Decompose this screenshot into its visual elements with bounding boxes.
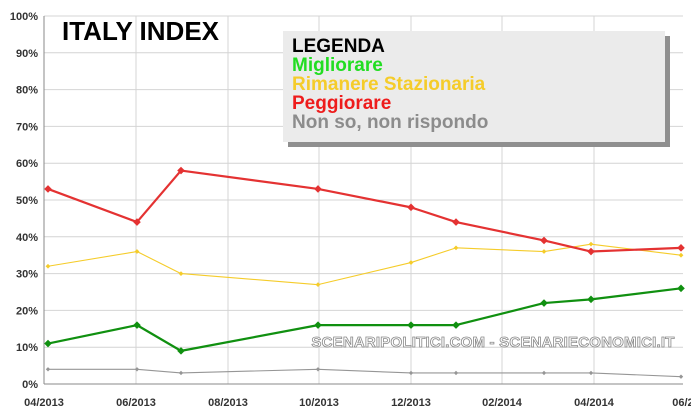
legend-item-peggiorare: Peggiorare <box>292 93 391 114</box>
y-tick-label: 100% <box>10 11 38 23</box>
series-group <box>44 166 685 379</box>
y-axis-ticks: 0% 10% 20% 30% 40% 50% 60% 70% 80% 90% 100% <box>10 11 38 391</box>
x-tick-label: 04/2013 <box>24 397 64 409</box>
y-tick-label: 30% <box>16 269 38 281</box>
x-tick-label: 06/20 <box>672 397 691 409</box>
data-point <box>540 299 548 307</box>
data-point <box>541 370 547 376</box>
data-point <box>45 263 51 269</box>
x-tick-label: 04/2014 <box>574 397 615 409</box>
watermark: SCENARIPOLITICI.COM - SCENARIECONOMICI.I… <box>311 334 674 351</box>
x-tick-label: 10/2013 <box>299 397 339 409</box>
data-point <box>178 271 184 276</box>
data-point <box>177 347 185 355</box>
legend-item-rimanere-stazionaria: Rimanere Stazionaria <box>292 74 486 95</box>
legend-box <box>283 31 665 142</box>
axes <box>43 16 683 385</box>
series-migliorare <box>44 284 685 355</box>
legend-item-migliorare: Migliorare <box>292 55 383 76</box>
series-peggiorare <box>44 166 685 256</box>
data-point <box>44 339 52 348</box>
legend-item-non-so-non-rispondo: Non so, non rispondo <box>292 112 488 133</box>
data-point <box>315 367 321 372</box>
data-point <box>133 321 141 329</box>
data-point <box>133 218 141 226</box>
data-point <box>677 244 685 252</box>
data-point <box>408 260 414 265</box>
data-point <box>315 282 321 288</box>
data-point <box>453 370 459 376</box>
data-point <box>314 321 322 329</box>
data-point <box>588 241 594 247</box>
y-tick-label: 60% <box>16 158 38 170</box>
legend-title: LEGENDA <box>292 36 385 57</box>
data-point <box>587 295 595 304</box>
data-point <box>44 185 52 193</box>
data-point <box>45 367 51 372</box>
data-point <box>134 367 140 372</box>
data-point <box>407 321 415 329</box>
chart-title: ITALY INDEX <box>62 16 220 46</box>
data-point <box>541 249 547 254</box>
series-non-so-non-rispondo <box>45 367 684 379</box>
y-tick-label: 70% <box>16 121 38 133</box>
data-point <box>540 236 548 245</box>
data-point <box>408 370 414 376</box>
y-tick-label: 0% <box>22 379 38 391</box>
x-tick-label: 02/2014 <box>482 397 523 409</box>
series-rimanere-stazionaria <box>45 241 684 288</box>
data-point <box>677 284 685 293</box>
y-tick-label: 80% <box>16 85 38 97</box>
x-tick-label: 12/2013 <box>391 397 431 409</box>
data-point <box>314 185 322 193</box>
data-point <box>678 252 684 258</box>
x-tick-label: 06/2013 <box>116 397 156 409</box>
data-point <box>134 249 140 254</box>
data-point <box>587 247 595 256</box>
y-tick-label: 20% <box>16 305 38 317</box>
data-point <box>452 218 460 226</box>
data-point <box>452 321 460 329</box>
data-point <box>588 370 594 376</box>
data-point <box>407 203 415 212</box>
data-point <box>178 370 184 376</box>
y-tick-label: 40% <box>16 232 38 244</box>
data-point <box>678 374 684 379</box>
y-tick-label: 50% <box>16 195 38 207</box>
data-point <box>453 245 459 251</box>
x-tick-label: 08/2013 <box>208 397 248 409</box>
x-axis-ticks: 04/2013 06/2013 08/2013 10/2013 12/2013 02/20… <box>24 397 691 409</box>
y-tick-label: 90% <box>16 48 38 60</box>
data-point <box>177 166 185 175</box>
y-tick-label: 10% <box>16 342 38 354</box>
